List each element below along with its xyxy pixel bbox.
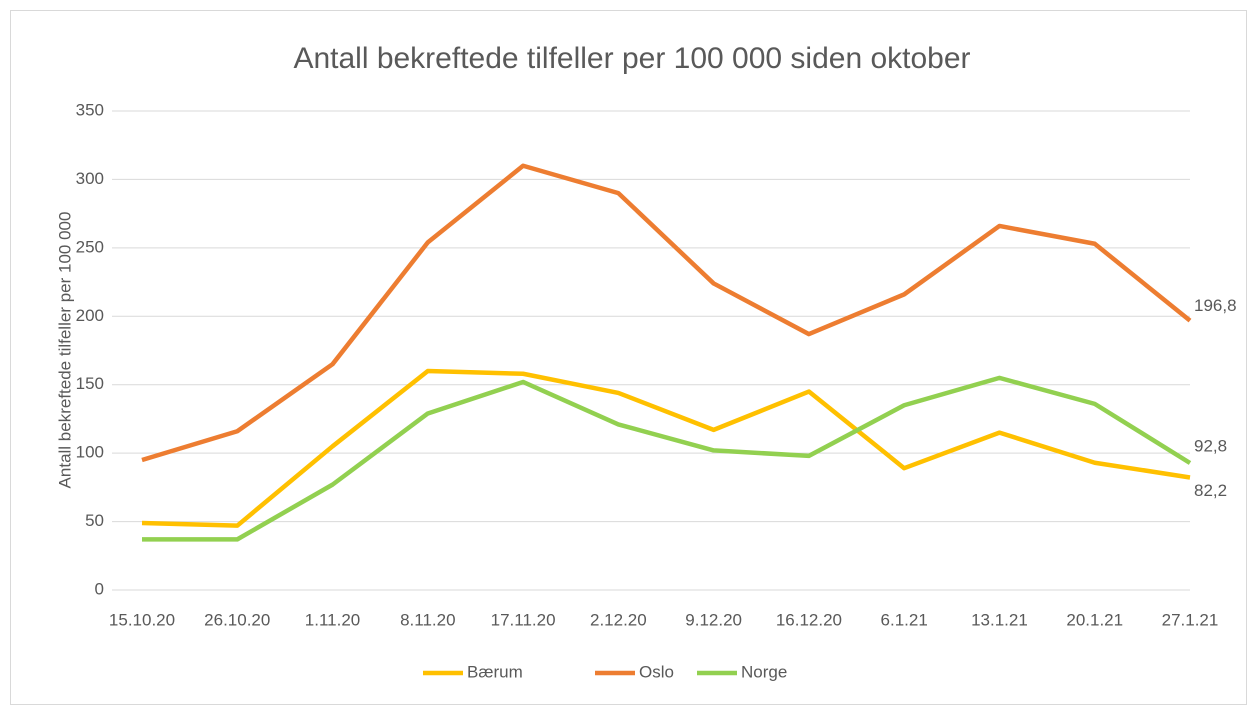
- series-line: [141, 368, 1191, 528]
- x-tick-label: 8.11.20: [400, 610, 455, 629]
- legend-label: Oslo: [639, 662, 674, 681]
- chart-title: Antall bekreftede tilfeller per 100 000 …: [293, 42, 970, 75]
- data-label: 196,8: [1194, 296, 1237, 315]
- series-line: [142, 375, 1192, 542]
- y-axis-label: Antall bekreftede tilfeller per 100 000: [55, 212, 74, 489]
- x-tick-label: 16.12.20: [776, 610, 842, 629]
- y-tick-label: 150: [76, 374, 104, 393]
- legend-label: Bærum: [467, 662, 523, 681]
- data-label: 92,8: [1194, 436, 1227, 455]
- y-tick-label: 300: [76, 169, 104, 188]
- y-tick-label: 50: [85, 511, 104, 530]
- x-tick-label: 15.10.20: [109, 610, 175, 629]
- chart-border: [10, 10, 1247, 705]
- y-tick-label: 350: [76, 100, 104, 119]
- series-line: [141, 163, 1192, 463]
- y-tick-label: 250: [76, 237, 104, 256]
- x-tick-label: 2.12.20: [590, 610, 647, 629]
- y-tick-label: 0: [95, 579, 104, 598]
- x-tick-label: 13.1.21: [971, 610, 1028, 629]
- x-tick-label: 9.12.20: [685, 610, 742, 629]
- y-tick-label: 200: [76, 306, 104, 325]
- data-label: 82,2: [1194, 481, 1227, 500]
- x-tick-label: 20.1.21: [1066, 610, 1123, 629]
- y-tick-label: 100: [76, 443, 104, 462]
- x-tick-label: 6.1.21: [881, 610, 928, 629]
- x-tick-label: 27.1.21: [1162, 610, 1219, 629]
- x-tick-label: 26.10.20: [204, 610, 270, 629]
- legend-label: Norge: [741, 662, 787, 681]
- x-tick-label: 1.11.20: [305, 610, 360, 629]
- x-tick-label: 17.11.20: [491, 610, 556, 629]
